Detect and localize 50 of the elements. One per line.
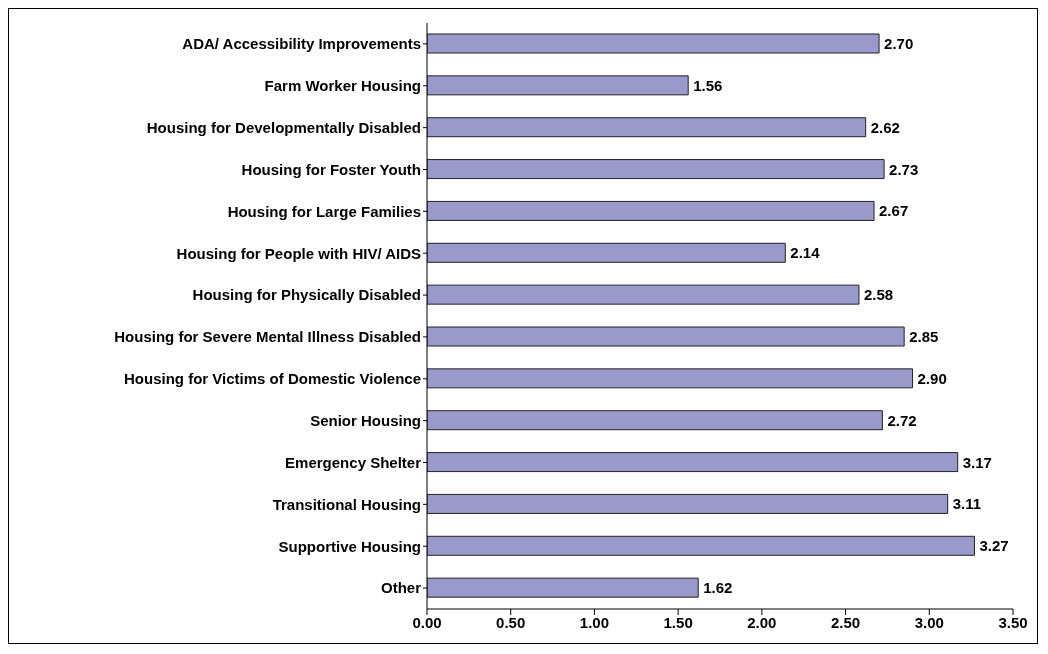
bar (427, 493, 949, 514)
data-label: 3.17 (962, 453, 992, 471)
bar (427, 535, 975, 556)
data-label: 2.90 (917, 369, 947, 387)
y-tick-label: Supportive Housing (278, 537, 421, 555)
data-label: 2.73 (889, 160, 919, 178)
y-tick-label: Housing for Physically Disabled (192, 286, 421, 304)
x-tick-label: 1.50 (663, 613, 693, 631)
y-tick-label: Housing for People with HIV/ AIDS (176, 244, 421, 262)
bar (427, 33, 880, 54)
data-label: 2.67 (879, 202, 909, 220)
data-label: 1.56 (693, 76, 723, 94)
y-tick-label: ADA/ Accessibility Improvements (182, 35, 421, 53)
x-tick-label: 0.50 (496, 613, 526, 631)
x-tick-label: 1.00 (579, 613, 610, 631)
data-label: 3.27 (979, 537, 1009, 555)
bar (427, 242, 786, 263)
x-tick-label: 2.50 (830, 613, 861, 631)
data-label: 2.62 (870, 118, 900, 136)
bar (427, 75, 689, 96)
bar (427, 159, 885, 180)
x-tick-label: 3.50 (998, 613, 1028, 631)
bar (427, 284, 860, 305)
y-tick-label: Transitional Housing (272, 495, 421, 513)
data-label: 1.62 (703, 579, 733, 597)
y-tick-label: Housing for Foster Youth (241, 160, 421, 178)
y-tick-label: Emergency Shelter (285, 453, 422, 471)
bar (427, 200, 875, 221)
data-label: 2.58 (863, 286, 894, 304)
data-label: 3.11 (952, 495, 982, 513)
y-tick-label: Farm Worker Housing (264, 77, 421, 95)
y-tick-label: Housing for Developmentally Disabled (146, 118, 421, 136)
data-label: 2.72 (887, 411, 917, 429)
bar (427, 368, 914, 389)
y-tick-label: Other (380, 579, 422, 597)
data-label: 2.85 (909, 328, 939, 345)
data-label: 2.70 (884, 35, 914, 52)
y-tick-label: Housing for Victims of Domestic Violence (123, 370, 421, 388)
bar (427, 577, 699, 598)
bar (427, 452, 959, 473)
y-tick-label: Housing for Severe Mental Illness Disabled (114, 328, 421, 346)
y-tick-label: Housing for Large Families (227, 202, 421, 220)
bar (427, 117, 867, 138)
x-tick-label: 0.00 (412, 613, 442, 631)
x-tick-label: 2.00 (747, 613, 777, 631)
y-tick-label: Senior Housing (310, 411, 421, 429)
bar (427, 410, 883, 431)
data-label: 2.14 (790, 244, 821, 262)
bar (427, 326, 905, 347)
x-tick-label: 3.00 (914, 613, 944, 631)
